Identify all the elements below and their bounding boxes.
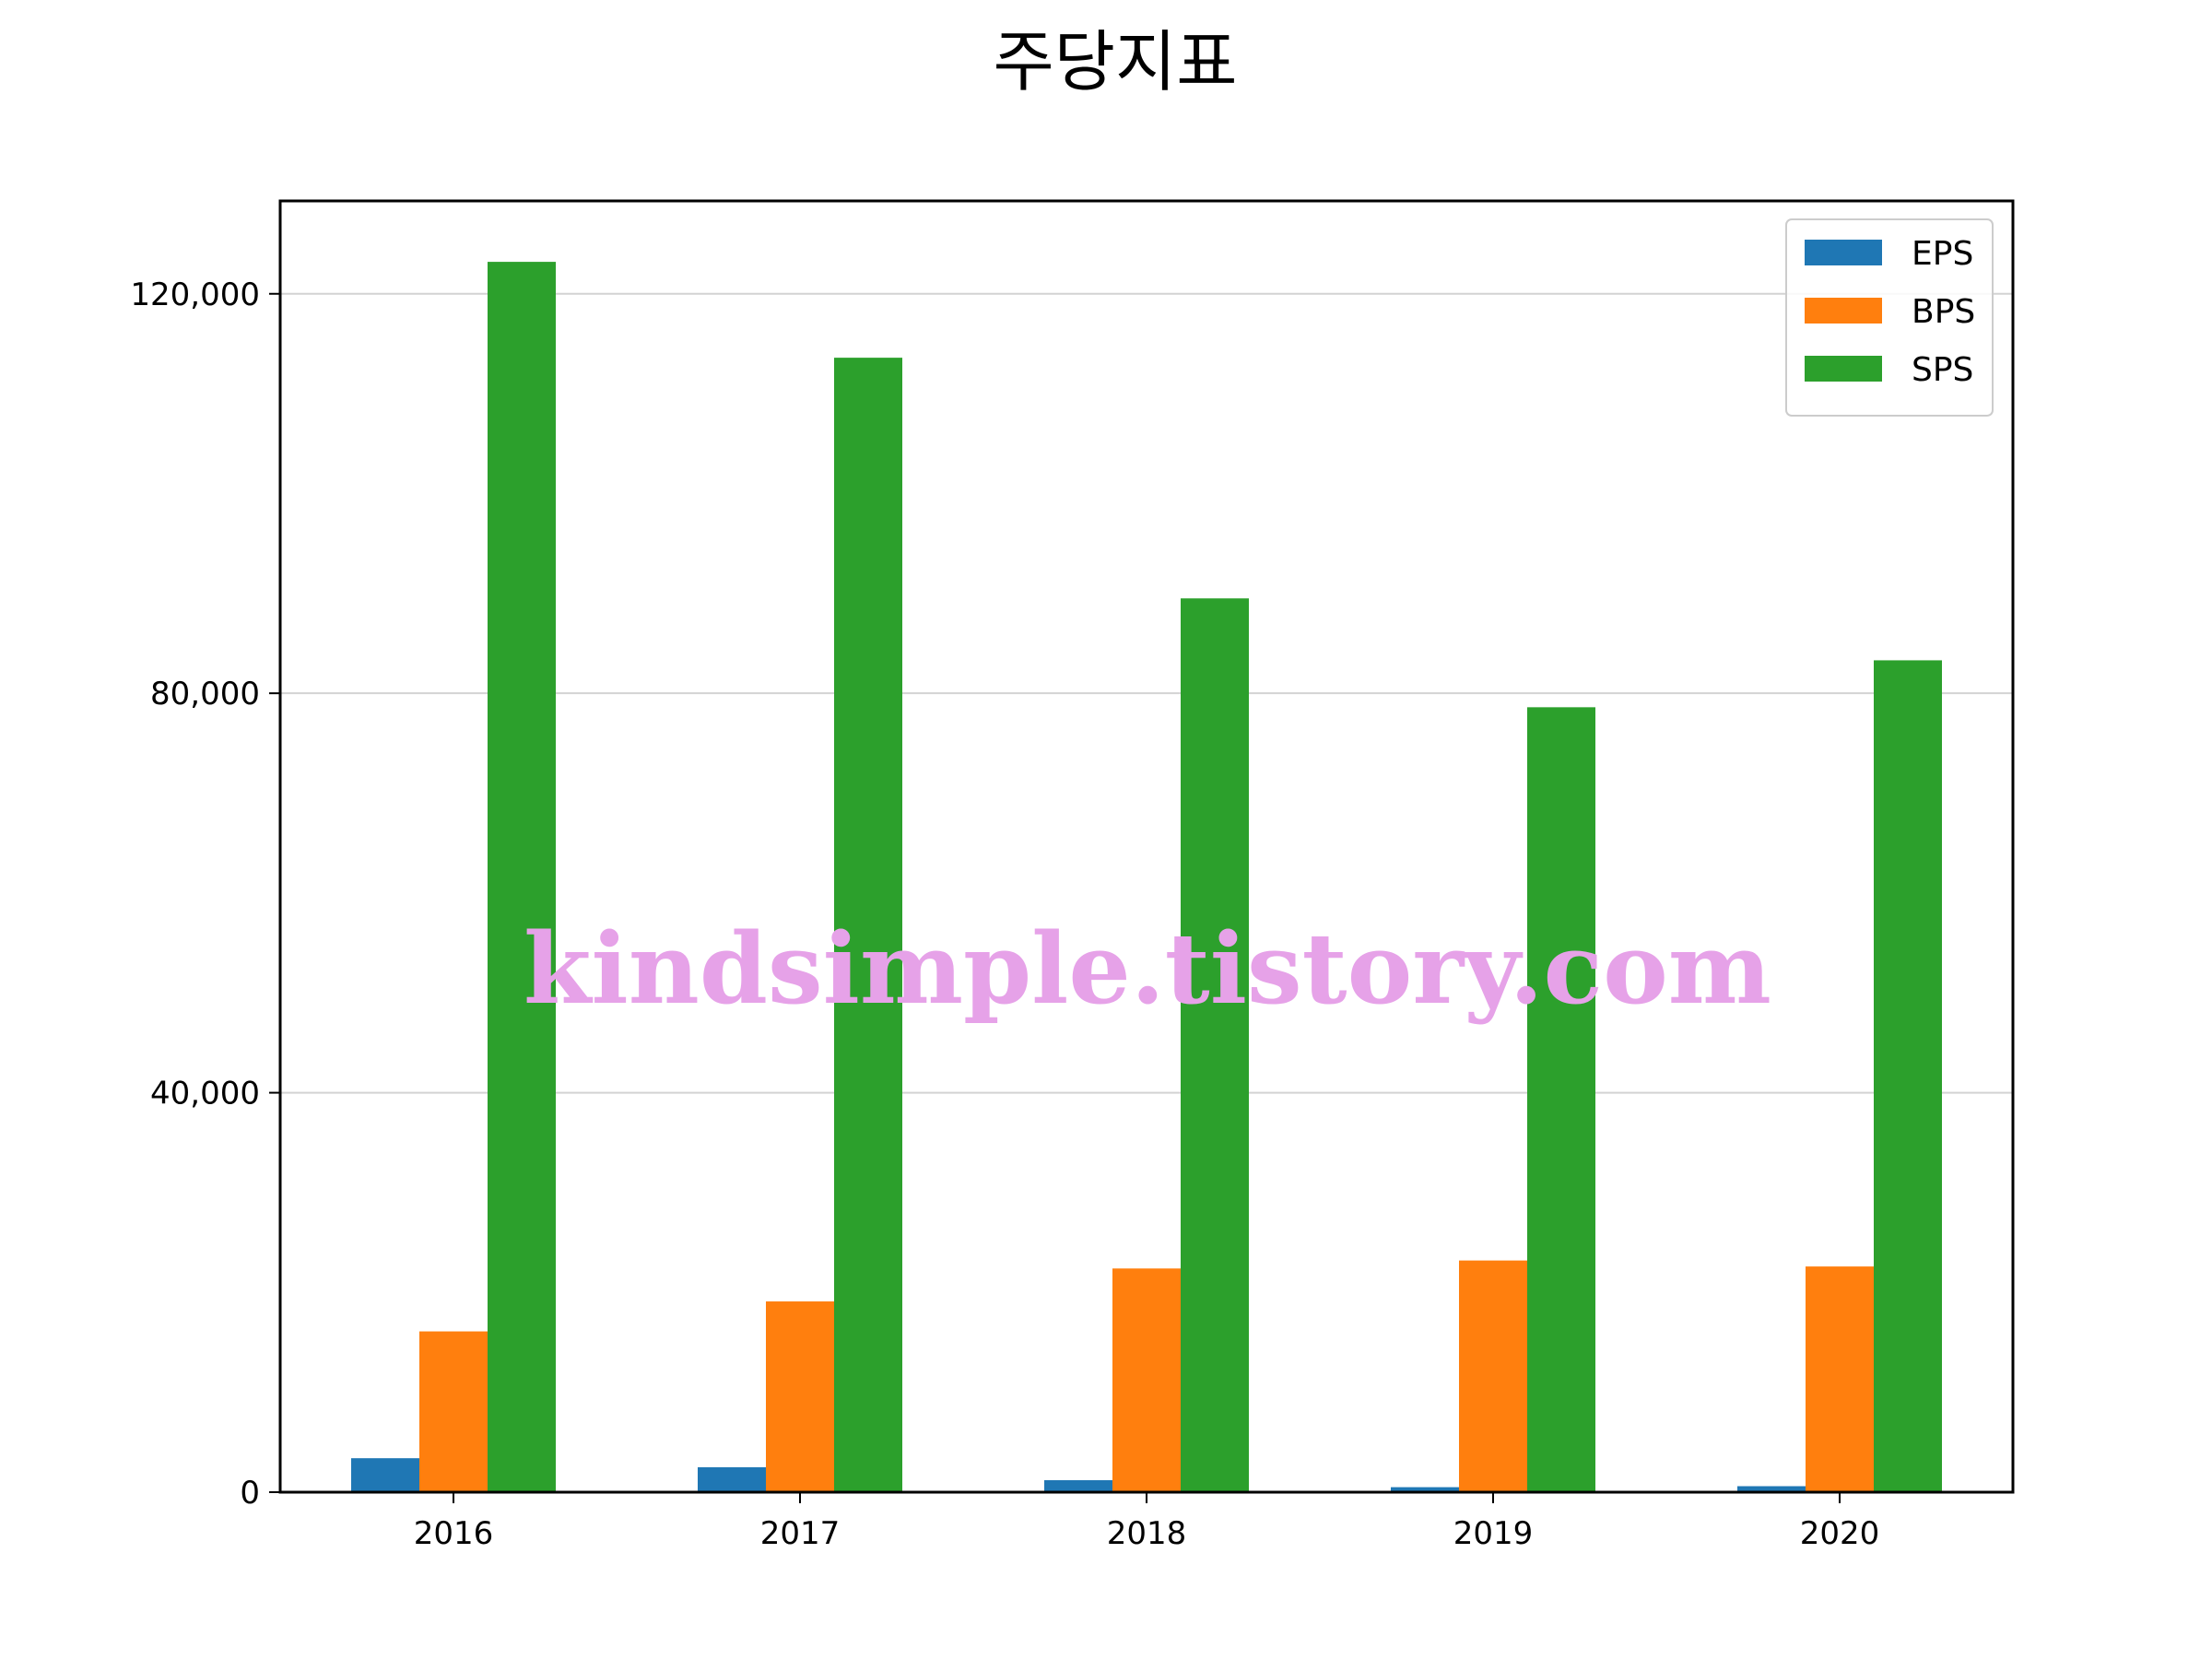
bars <box>351 262 1942 1493</box>
bar-sps-2018 <box>1181 598 1249 1492</box>
legend-swatch-eps <box>1805 240 1882 265</box>
chart-title: 주당지표 <box>994 23 1238 100</box>
bar-sps-2017 <box>834 358 902 1493</box>
y-tick-label: 40,000 <box>150 1076 260 1112</box>
bar-eps-2019 <box>1391 1487 1459 1492</box>
bar-eps-2017 <box>698 1466 766 1492</box>
watermark: kindsimple.tistory.com <box>524 911 1771 1026</box>
y-axis: 0 40,000 80,000 120,000 <box>130 276 280 1512</box>
bar-eps-2018 <box>1044 1479 1112 1492</box>
bar-bps-2016 <box>419 1331 488 1492</box>
y-tick-label: 120,000 <box>130 276 260 313</box>
x-tick-label: 2020 <box>1800 1515 1880 1552</box>
bar-sps-2019 <box>1527 707 1595 1492</box>
x-tick-label: 2016 <box>414 1515 494 1552</box>
legend-label-eps: EPS <box>1912 235 1973 273</box>
bar-bps-2018 <box>1112 1268 1181 1492</box>
legend-swatch-bps <box>1805 298 1882 324</box>
legend-swatch-sps <box>1805 356 1882 382</box>
y-tick-label: 0 <box>240 1475 260 1512</box>
bar-sps-2016 <box>488 262 556 1493</box>
gridlines <box>280 292 2013 1094</box>
bar-bps-2020 <box>1806 1266 1874 1492</box>
bar-eps-2020 <box>1737 1486 1806 1492</box>
legend-label-bps: BPS <box>1912 293 1975 331</box>
legend-label-sps: SPS <box>1912 351 1973 389</box>
bar-bps-2017 <box>766 1301 834 1492</box>
bar-bps-2019 <box>1459 1260 1527 1492</box>
x-axis: 2016 2017 2018 2019 2020 <box>414 1492 1880 1552</box>
bar-sps-2020 <box>1874 660 1942 1492</box>
y-tick-label: 80,000 <box>150 676 260 712</box>
x-tick-label: 2018 <box>1107 1515 1187 1552</box>
legend: EPS BPS SPS <box>1785 218 1994 417</box>
x-tick-label: 2019 <box>1453 1515 1534 1552</box>
x-tick-label: 2017 <box>760 1515 841 1552</box>
bar-eps-2016 <box>351 1458 419 1492</box>
